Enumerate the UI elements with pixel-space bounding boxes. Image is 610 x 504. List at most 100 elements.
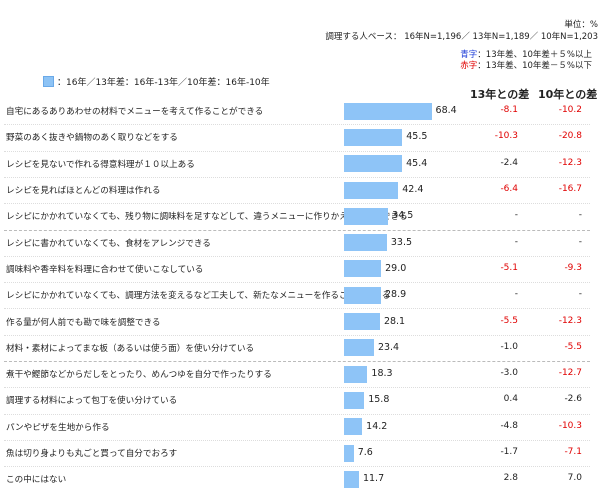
diff-10-label: -12.3 [558, 315, 582, 326]
bar [344, 313, 380, 331]
value-label: 45.5 [406, 131, 428, 143]
diff-10-label: -10.2 [558, 105, 582, 116]
row-separator [4, 229, 590, 231]
row-separator [4, 282, 590, 284]
diff-10-label: - [578, 289, 582, 300]
diff-10-label: -9.3 [564, 262, 582, 273]
diff-13-label: 2.8 [503, 473, 518, 484]
diff-13-label: -6.4 [500, 184, 518, 195]
diff-13-label: - [514, 289, 518, 300]
row-separator [4, 387, 590, 389]
value-label: 28.9 [384, 289, 407, 301]
category-label: レシピにかかれていなくても、残り物に調味料を足すなどして、違うメニューに作りかえ… [6, 212, 408, 223]
diff-10-label: - [578, 210, 582, 221]
diff-10-label: -12.3 [558, 157, 582, 168]
diff-10-label: -2.6 [564, 394, 582, 405]
row-separator [4, 413, 590, 415]
diff-10-label: -7.1 [564, 447, 582, 458]
legend: ：16年／13年差：16年-13年／10年差：16年-10年 [43, 75, 270, 88]
bar [344, 207, 389, 225]
unit-label: 単位：% [564, 20, 598, 30]
row-separator [4, 124, 590, 126]
value-label: 68.4 [435, 105, 457, 117]
row-separator [4, 150, 590, 152]
category-label: レシピに書かれていなくても、食材をアレンジできる [6, 238, 211, 249]
bar [344, 128, 403, 146]
value-label: 14.2 [366, 420, 388, 432]
category-label: レシピにかかれていなくても、調理方法を変えるなど工夫して、新たなメニューを作るこ… [6, 291, 391, 302]
diff-10-label: -5.5 [564, 341, 582, 352]
bar [344, 260, 382, 278]
bar [344, 286, 381, 304]
legend-text: ：16年／13年差：16年-13年／10年差：16年-10年 [57, 78, 270, 88]
row-separator [4, 439, 590, 441]
category-label: 魚は切り身よりも丸ごと買って自分でおろす [6, 449, 178, 460]
bar [344, 470, 359, 488]
bar [344, 365, 368, 383]
value-label: 34.5 [392, 210, 414, 222]
category-label: 野菜のあく抜きや鍋物のあく取りなどをする [6, 133, 178, 144]
diff-13-label: - [514, 236, 518, 247]
diff-13-label: -1.0 [500, 341, 518, 352]
bar [344, 444, 354, 462]
value-label: 33.5 [390, 236, 413, 248]
col-header-13: 13年との差 [470, 88, 530, 101]
note-blue-prefix: 青字 [460, 50, 478, 60]
category-label: パンやピザを生地から作る [6, 422, 110, 433]
base-label: 調理する人ベース： 16年N=1,196／ 13年N=1,189／ 10年N=1… [325, 32, 598, 42]
row-separator [4, 176, 590, 178]
bar [344, 391, 365, 409]
diff-13-label: -4.8 [500, 420, 518, 431]
category-label: 作る量が何人前でも勘で味を調整できる [6, 317, 161, 328]
value-label: 45.4 [406, 157, 428, 169]
category-label: 自宅にあるありあわせの材料でメニューを考えて作ることができる [6, 107, 264, 118]
note-blue-text: ：13年差、10年差＋５%以上 [477, 50, 592, 60]
value-label: 42.4 [402, 184, 424, 196]
value-label: 29.0 [385, 262, 407, 274]
bar [344, 155, 403, 173]
diff-10-label: 7.0 [567, 473, 582, 484]
bar [344, 181, 399, 199]
bar [344, 102, 432, 120]
diff-13-label: -10.3 [494, 131, 518, 142]
category-label: 調理する材料によって包丁を使い分けている [6, 396, 178, 407]
value-label: 11.7 [362, 473, 385, 485]
diff-10-label: - [578, 236, 582, 247]
col-header-10: 10年との差 [538, 88, 598, 101]
legend-swatch [43, 76, 54, 87]
bar [344, 418, 363, 436]
note-red-prefix: 赤字 [460, 61, 478, 71]
diff-13-label: -1.7 [500, 447, 518, 458]
value-label: 28.1 [383, 315, 406, 327]
row-separator [4, 361, 590, 362]
value-label: 23.4 [377, 341, 400, 353]
note-red: 赤字：13年差、10年差－５%以下 [460, 59, 592, 71]
diff-10-label: -10.3 [558, 420, 582, 431]
category-label: 煮干や鰹節などからだしをとったり、めんつゆを自分で作ったりする [6, 370, 272, 381]
value-label: 15.8 [368, 394, 390, 406]
note-blue: 青字：13年差、10年差＋５%以上 [460, 48, 592, 60]
value-label: 18.3 [371, 368, 393, 380]
row-separator [4, 334, 590, 336]
note-red-text: ：13年差、10年差－５%以下 [477, 61, 592, 71]
category-label: レシピを見ないで作れる得意料理が１０以上ある [6, 159, 195, 170]
category-label: レシピを見ればほとんどの料理は作れる [6, 186, 161, 197]
diff-13-label: - [514, 210, 518, 221]
category-label: 調味料や香辛料を料理に合わせて使いこなしている [6, 264, 204, 275]
diff-10-label: -12.7 [558, 368, 582, 379]
diff-13-label: -3.0 [500, 368, 518, 379]
bar [344, 339, 374, 357]
category-label: 材料・素材によってまな板（あるいは使う面）を使い分けている [6, 343, 255, 354]
diff-13-label: 0.4 [503, 394, 518, 405]
row-separator [4, 308, 590, 310]
bar [344, 234, 387, 252]
diff-10-label: -16.7 [558, 184, 582, 195]
diff-13-label: -5.5 [500, 315, 518, 326]
diff-10-label: -20.8 [558, 131, 582, 142]
diff-13-label: -8.1 [500, 105, 518, 116]
row-separator [4, 466, 590, 468]
category-label: この中にはない [6, 475, 67, 486]
diff-13-label: -2.4 [500, 157, 518, 168]
row-separator [4, 255, 590, 257]
value-label: 7.6 [357, 447, 373, 459]
